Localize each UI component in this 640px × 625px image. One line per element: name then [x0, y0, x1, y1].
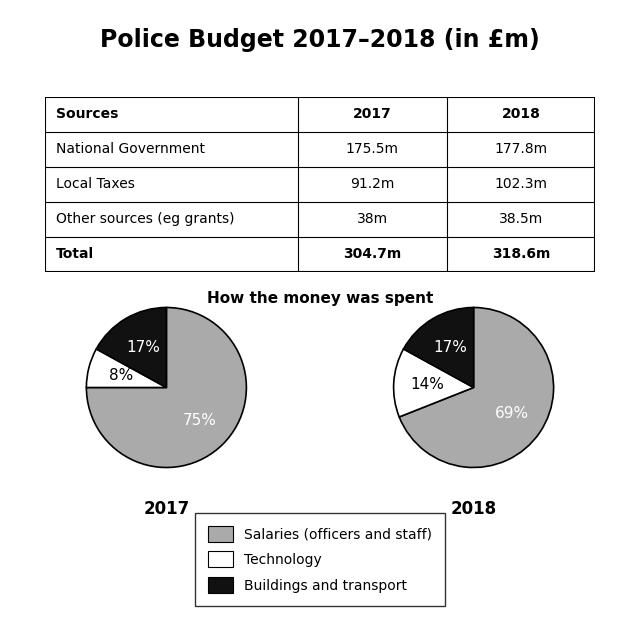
Text: 38.5m: 38.5m	[499, 213, 543, 226]
Text: 8%: 8%	[109, 369, 134, 384]
Text: 2017: 2017	[353, 107, 392, 121]
Text: How the money was spent: How the money was spent	[207, 291, 433, 306]
Text: 318.6m: 318.6m	[492, 248, 550, 261]
Wedge shape	[86, 349, 166, 388]
Text: 69%: 69%	[495, 406, 529, 421]
Text: Other sources (eg grants): Other sources (eg grants)	[56, 213, 234, 226]
Wedge shape	[394, 349, 474, 417]
Text: 14%: 14%	[410, 377, 444, 392]
Text: 91.2m: 91.2m	[350, 177, 394, 191]
Text: 17%: 17%	[126, 340, 160, 355]
Text: 17%: 17%	[433, 340, 467, 355]
Text: 2018: 2018	[502, 107, 540, 121]
Text: 75%: 75%	[182, 412, 216, 428]
Text: Police Budget 2017–2018 (in £m): Police Budget 2017–2018 (in £m)	[100, 28, 540, 52]
Text: Local Taxes: Local Taxes	[56, 177, 134, 191]
Text: 102.3m: 102.3m	[494, 177, 547, 191]
Text: 177.8m: 177.8m	[494, 142, 547, 156]
Wedge shape	[399, 308, 554, 468]
Text: 2017: 2017	[143, 499, 189, 518]
Text: Total: Total	[56, 248, 94, 261]
Wedge shape	[96, 308, 166, 388]
Text: Sources: Sources	[56, 107, 118, 121]
Text: 304.7m: 304.7m	[343, 248, 401, 261]
Wedge shape	[86, 308, 246, 468]
Text: 175.5m: 175.5m	[346, 142, 399, 156]
Text: 38m: 38m	[356, 213, 388, 226]
Text: 2018: 2018	[451, 499, 497, 518]
Legend: Salaries (officers and staff), Technology, Buildings and transport: Salaries (officers and staff), Technolog…	[195, 513, 445, 606]
Text: National Government: National Government	[56, 142, 205, 156]
Wedge shape	[403, 308, 474, 388]
